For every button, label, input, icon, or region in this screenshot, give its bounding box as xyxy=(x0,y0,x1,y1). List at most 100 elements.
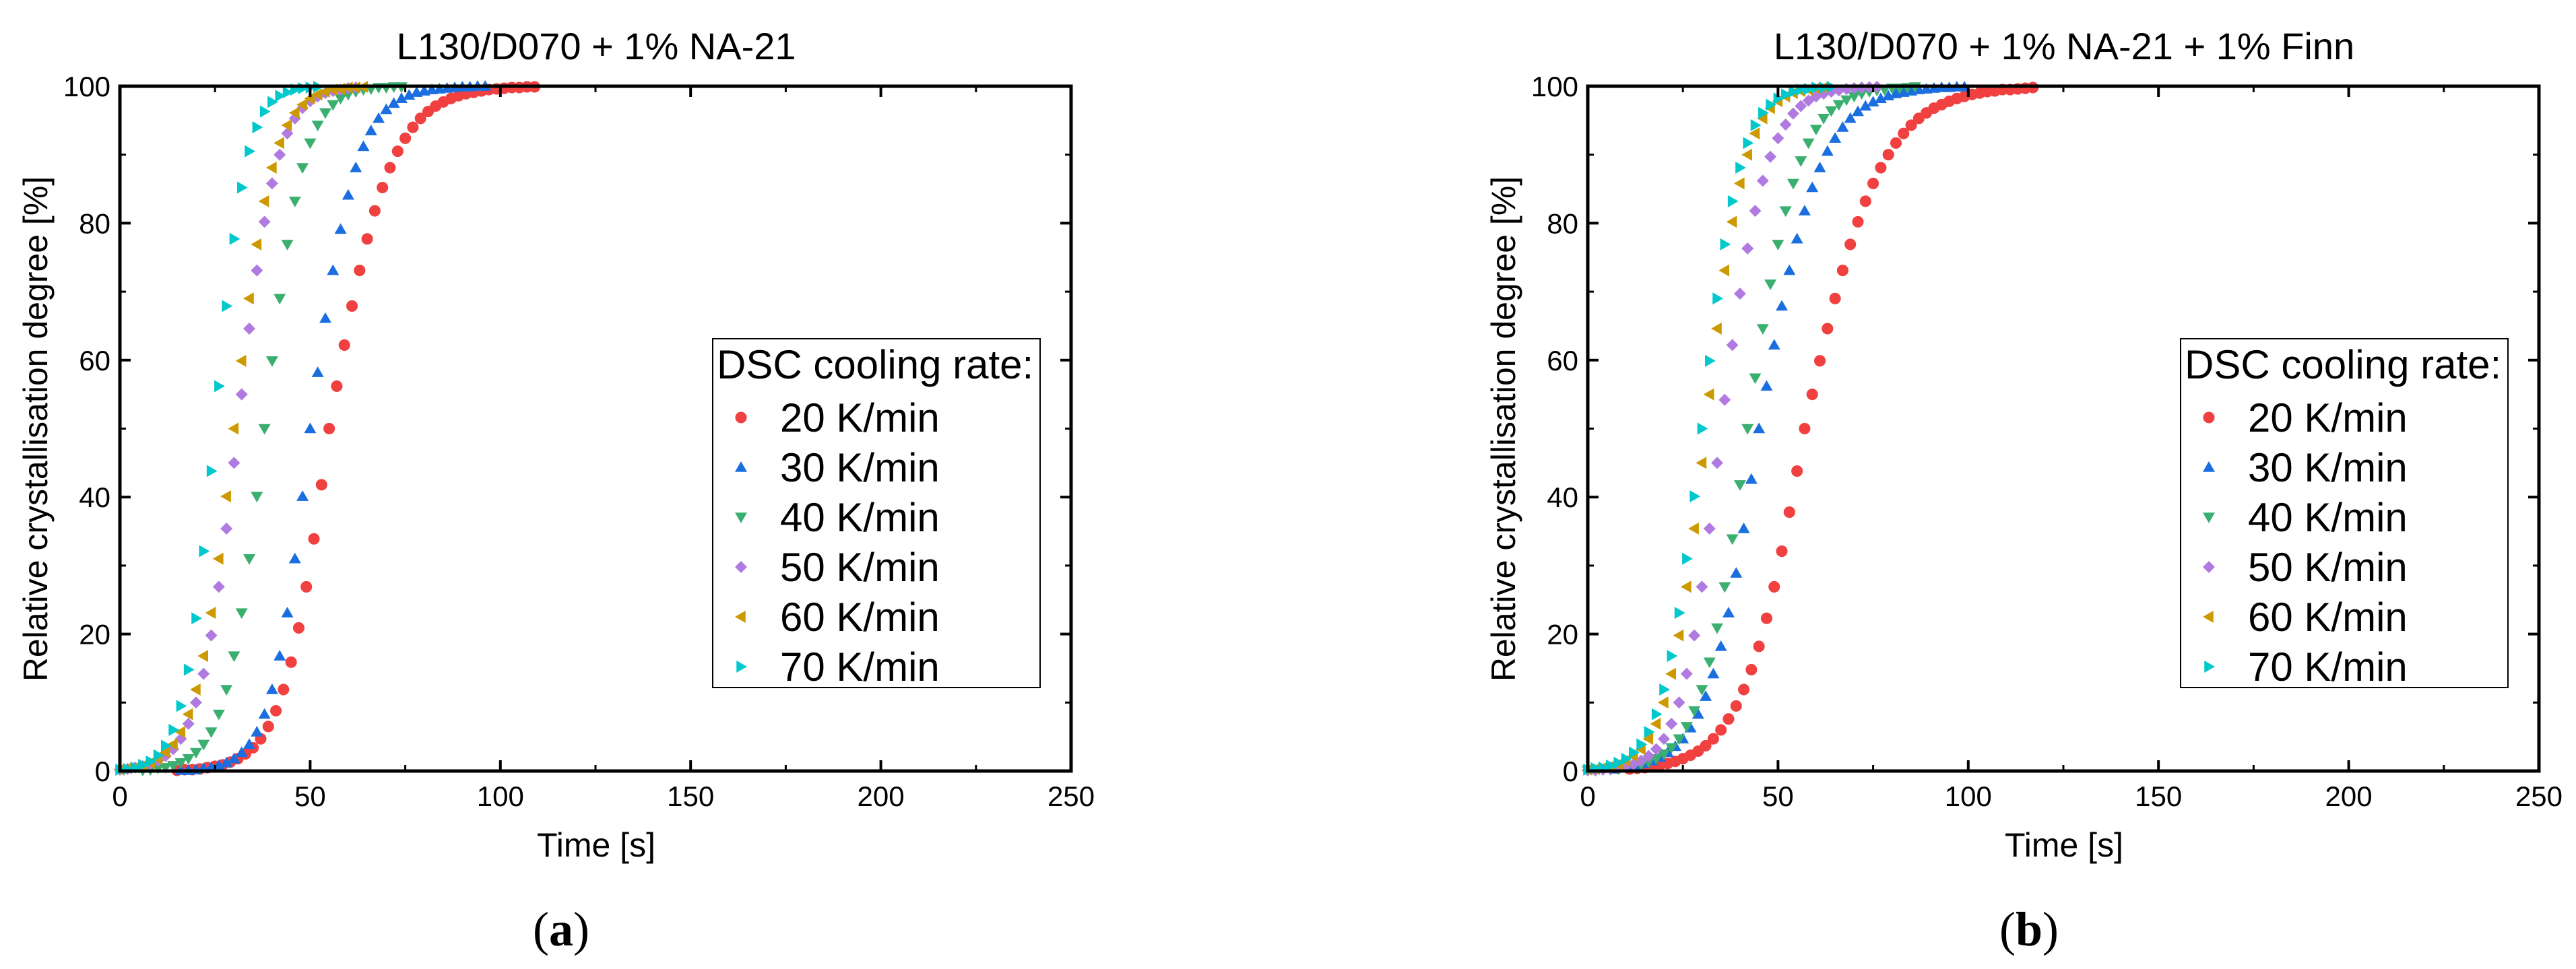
data-point xyxy=(395,92,408,104)
data-point xyxy=(182,717,195,730)
y-axis-label: Relative crystallisation degree [%] xyxy=(1485,176,1522,681)
y-tick-label: 80 xyxy=(79,207,110,239)
data-point xyxy=(1836,265,1848,277)
data-point xyxy=(251,238,262,250)
data-point xyxy=(1859,100,1872,111)
data-point xyxy=(319,86,330,98)
data-point xyxy=(220,490,231,503)
legend-marker-70 xyxy=(2204,661,2215,673)
data-point xyxy=(292,622,305,634)
legend-entry: 60 K/min xyxy=(780,595,940,640)
data-point xyxy=(285,656,297,668)
data-point xyxy=(1730,567,1743,578)
data-point xyxy=(1650,743,1663,756)
data-point xyxy=(1673,696,1685,709)
data-point xyxy=(1783,264,1796,275)
data-point xyxy=(1882,149,1894,161)
data-point xyxy=(1700,739,1712,751)
data-point xyxy=(1703,388,1714,401)
data-point xyxy=(174,726,186,739)
legend-entry: 30 K/min xyxy=(2248,445,2408,490)
data-point xyxy=(407,121,419,133)
data-point xyxy=(1859,195,1871,207)
legend: DSC cooling rate: 20 K/min 30 K/min 40 K/m… xyxy=(2180,338,2509,690)
data-point xyxy=(1791,465,1803,477)
data-point xyxy=(243,323,256,335)
panel-label: (a) xyxy=(533,902,589,956)
data-point xyxy=(1727,195,1739,207)
legend: DSC cooling rate: 20 K/min 30 K/min 40 K/m… xyxy=(712,338,1041,690)
data-point xyxy=(235,608,248,620)
data-point xyxy=(159,746,170,759)
data-point xyxy=(258,424,271,435)
data-point xyxy=(296,163,309,174)
data-point xyxy=(1741,242,1754,255)
chart-title: L130/D070 + 1% NA-21 + 1% Finn xyxy=(1774,25,2354,67)
data-point xyxy=(380,103,393,114)
data-point xyxy=(262,721,274,733)
data-point xyxy=(251,726,263,737)
legend-entry: 20 K/min xyxy=(2248,395,2408,440)
data-point xyxy=(1756,112,1768,125)
legend-marker-70 xyxy=(736,661,747,673)
legend-title: DSC cooling rate: xyxy=(2185,342,2501,387)
data-point xyxy=(273,294,286,305)
data-point xyxy=(308,533,320,545)
series-50 xyxy=(1582,81,1883,776)
data-point xyxy=(220,685,233,696)
data-point xyxy=(288,106,300,119)
x-tick-label: 0 xyxy=(112,780,127,812)
data-point xyxy=(1760,612,1773,624)
axes: 0 50 100 150 200 250 0 20 40 60 80 100 xyxy=(63,71,1095,812)
data-point xyxy=(403,89,416,100)
series-20 xyxy=(171,81,541,776)
data-point xyxy=(399,132,412,144)
data-point xyxy=(1735,162,1746,174)
data-point xyxy=(1711,457,1724,469)
x-tick-label: 100 xyxy=(1945,780,1992,812)
series-30 xyxy=(1608,81,1971,774)
panel-letter: b xyxy=(2016,902,2042,956)
data-point xyxy=(1773,92,1784,105)
data-point xyxy=(1905,119,1917,131)
data-point xyxy=(152,764,164,774)
data-point xyxy=(1636,738,1648,751)
data-point xyxy=(323,422,335,435)
data-point xyxy=(1680,580,1692,593)
data-point xyxy=(182,708,193,721)
data-point xyxy=(1825,86,1838,98)
data-point xyxy=(1844,112,1857,123)
data-point xyxy=(265,356,278,367)
data-point xyxy=(1750,119,1762,131)
data-point xyxy=(1756,324,1769,335)
data-point xyxy=(205,629,218,642)
data-point xyxy=(220,522,233,535)
data-point xyxy=(1696,685,1708,696)
data-point xyxy=(1651,708,1663,721)
data-point xyxy=(1829,292,1841,304)
legend-box xyxy=(2180,338,2509,688)
data-point xyxy=(146,755,157,768)
data-point xyxy=(189,696,202,709)
data-point xyxy=(1715,724,1727,736)
data-point xyxy=(1867,96,1879,107)
y-tick-label: 80 xyxy=(1547,207,1578,239)
data-point xyxy=(206,465,218,477)
data-point xyxy=(1665,667,1677,680)
data-point xyxy=(1758,106,1769,119)
legend-marker-20 xyxy=(735,411,747,424)
data-point xyxy=(338,339,350,351)
data-point xyxy=(214,380,225,393)
x-tick-label: 100 xyxy=(477,780,524,812)
data-point xyxy=(197,739,210,751)
data-point xyxy=(1743,137,1754,149)
data-point xyxy=(1780,88,1792,101)
data-point xyxy=(311,121,324,131)
data-point xyxy=(1802,138,1815,149)
data-point xyxy=(1688,522,1699,535)
y-tick-label: 20 xyxy=(79,619,110,650)
data-point xyxy=(1644,726,1655,739)
data-point xyxy=(1764,150,1777,163)
data-point xyxy=(1749,127,1760,140)
data-point xyxy=(1813,162,1826,172)
